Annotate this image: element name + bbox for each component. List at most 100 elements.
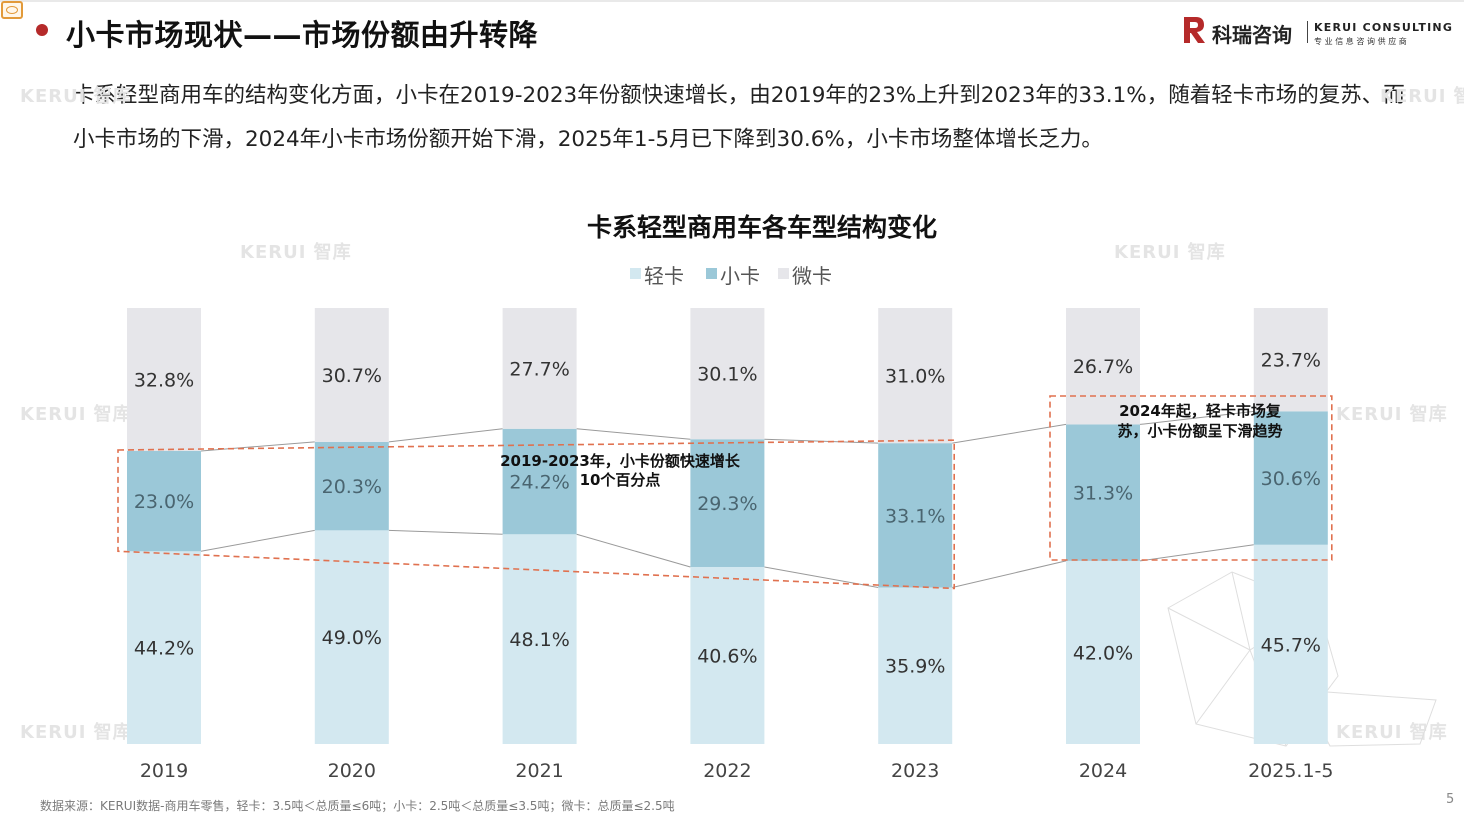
data-label: 32.8% [134,370,194,392]
chart-title: 卡系轻型商用车各车型结构变化 [587,213,937,242]
bar-group: 40.6% 29.3% 30.1% [690,308,765,744]
connector-line [388,529,503,535]
bar-segment-micro [502,308,577,429]
data-label: 33.1% [885,505,945,527]
watermark: KERUI 智库 [1336,404,1448,425]
bar-segment-small [127,451,201,552]
bar-segment-micro [878,308,953,444]
legend-swatch [778,268,789,279]
page-title: 小卡市场现状——市场份额由升转降 [66,18,539,52]
bar-group: 35.9% 33.1% 31.0% [878,308,953,744]
bar-segment-micro [314,308,389,442]
bar-segment-small [502,428,577,535]
bar-segment-micro [690,308,765,440]
x-tick-label: 2019 [140,760,188,782]
callout-text-growth: 10个百分点 [580,471,661,489]
watermark: KERUI 智库 [20,404,132,425]
bar-segment-small [878,443,953,588]
legend-swatch [706,268,717,279]
watermark: KERUI 智库 [1114,242,1226,263]
callout-box-decline [1049,395,1333,561]
data-label: 40.6% [697,645,757,667]
bar-segment-light [690,566,765,744]
data-label: 24.2% [509,472,569,494]
logo-subtitle: 专业信息咨询供应商 [1314,37,1410,46]
data-label: 42.0% [1073,642,1133,664]
bar-segment-light [127,551,201,744]
data-source-note: 数据来源：KERUI数据-商用车零售，轻卡：3.5吨＜总质量≤6吨；小卡：2.5… [40,799,675,813]
legend-label: 微卡 [792,264,832,288]
data-label: 23.7% [1261,350,1321,372]
bar-segment-light [314,530,389,744]
connector-line [200,529,315,552]
data-label: 30.6% [1261,468,1321,490]
x-tick-label: 2024 [1079,760,1127,782]
connector-line [952,423,1067,444]
connector-line [576,428,691,440]
logo-chinese-name: 科瑞咨询 [1212,23,1292,47]
comment-icon[interactable] [1,1,23,19]
callout-text-decline: 苏，小卡份额呈下滑趋势 [1117,422,1282,440]
data-label: 30.1% [697,364,757,386]
watermark: KERUI 智库 [1380,86,1464,107]
data-label: 44.2% [134,638,194,660]
page-number: 5 [1446,792,1455,807]
bar-groups: 44.2% 23.0% 32.8% 49.0% 20.3% 30.7% 48.1% 24.2%… [127,308,1328,744]
chart-legend: 轻卡 小卡 微卡 [630,264,832,288]
legend-label: 小卡 [720,264,760,288]
watermark: KERUI 智库 [1336,722,1448,743]
logo-divider [1307,21,1308,43]
data-label: 31.0% [885,366,945,388]
connector-line [1139,410,1254,425]
data-label: 26.7% [1073,356,1133,378]
legend-swatch [630,268,641,279]
bar-segment-small [1253,411,1328,545]
x-tick-label: 2020 [328,760,376,782]
connector-line [764,566,879,588]
connector-line [200,441,315,452]
bar-segment-small [1066,424,1140,561]
bar-segment-light [1066,560,1140,744]
bar-group: 42.0% 31.3% 26.7% [1066,308,1140,744]
bar-segment-micro [127,308,201,452]
data-label: 35.9% [885,656,945,678]
bar-group: 44.2% 23.0% 32.8% [127,308,201,744]
data-label: 49.0% [322,627,382,649]
connector-line [576,533,691,568]
connector-line [952,560,1067,588]
connector-lines [200,410,1254,588]
data-label: 48.1% [509,629,569,651]
callout-text-decline: 2024年起，轻卡市场复 [1119,402,1282,420]
data-label: 45.7% [1261,634,1321,656]
watermark: KERUI 智库 [20,722,132,743]
logo-english-name: KERUI CONSULTING [1314,21,1454,34]
kerui-logo-icon [1184,17,1205,43]
callout-text-growth: 2019-2023年，小卡份额快速增长 [500,452,741,470]
data-label: 29.3% [697,493,757,515]
title-bullet [36,24,48,36]
legend-label: 轻卡 [644,264,684,288]
intro-paragraph: 卡系轻型商用车的结构变化方面，小卡在2019-2023年份额快速增长，由2019… [73,83,1405,152]
bar-segment-micro [1066,308,1140,425]
bar-segment-micro [1253,308,1328,412]
bar-group: 45.7% 30.6% 23.7% [1253,308,1328,744]
bar-segment-light [1253,544,1328,744]
x-axis: 2019 2020 2021 2022 2023 2024 2025.1-5 [140,760,1334,782]
watermark: KERUI 智库 [20,86,132,107]
top-border [0,0,1464,2]
connector-line [1139,544,1254,562]
data-label: 31.3% [1073,483,1133,505]
data-label: 20.3% [322,476,382,498]
bar-group: 49.0% 20.3% 30.7% [314,308,389,744]
bar-group: 48.1% 24.2% 27.7% [502,308,577,744]
watermark: KERUI 智库 [240,242,352,263]
data-label: 23.0% [134,491,194,513]
data-label: 27.7% [509,358,569,380]
bar-segment-small [314,441,389,531]
bar-segment-small [690,439,765,567]
x-tick-label: 2022 [703,760,751,782]
connector-line [388,428,503,443]
data-label: 30.7% [322,365,382,387]
x-tick-label: 2021 [515,760,563,782]
